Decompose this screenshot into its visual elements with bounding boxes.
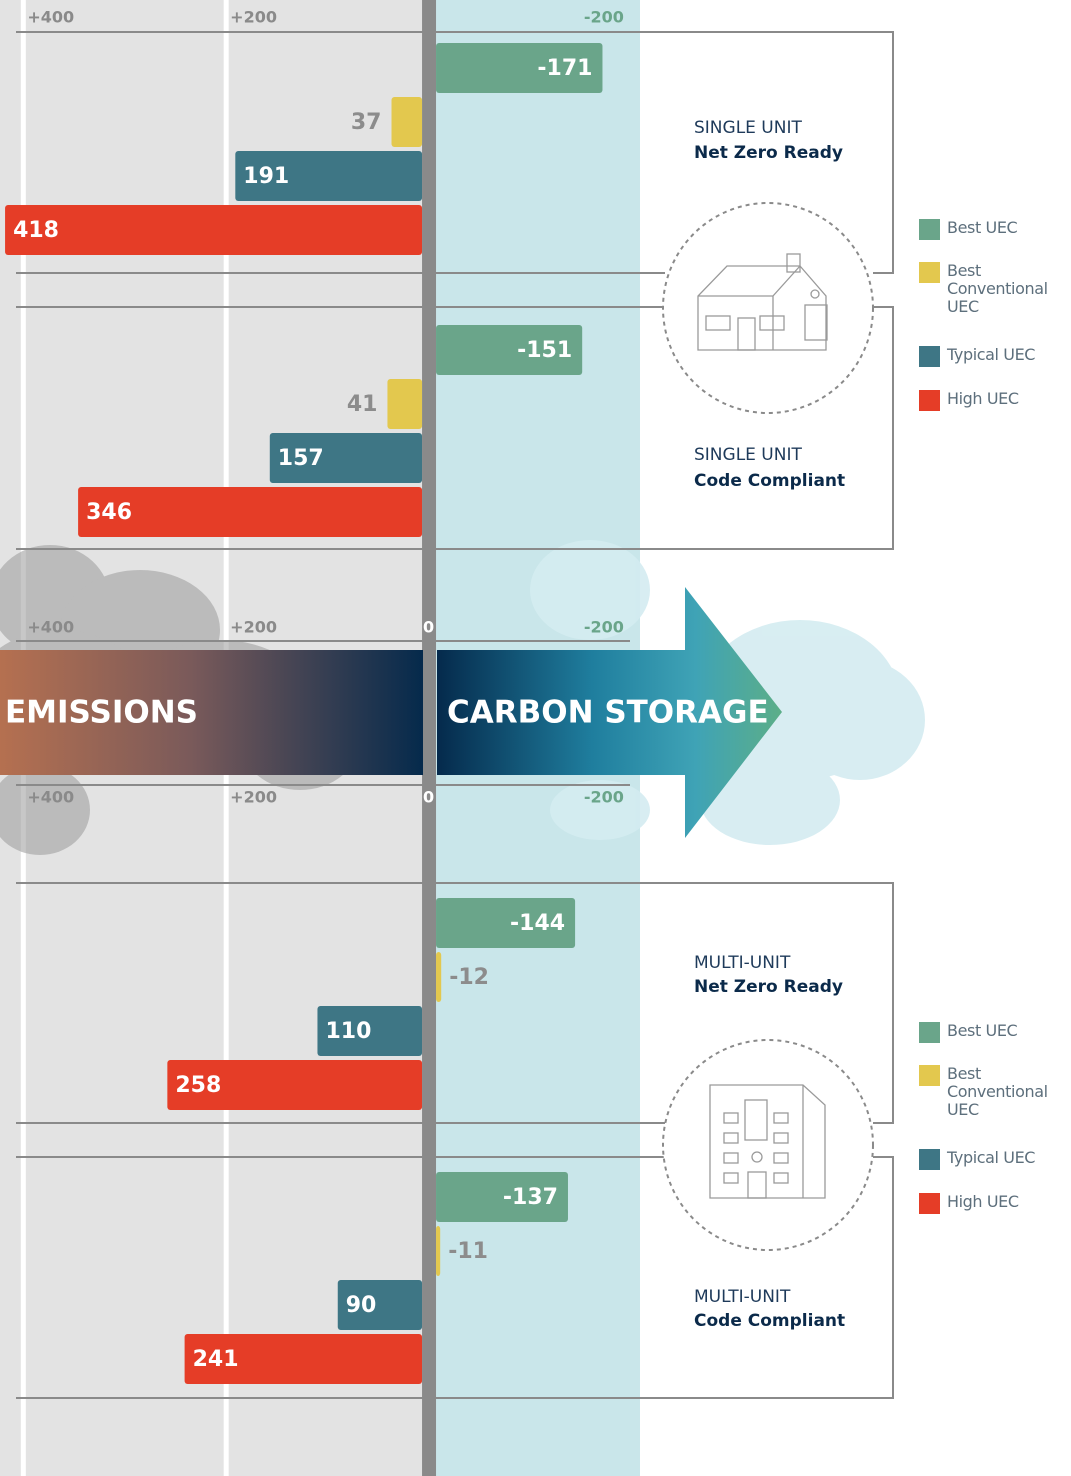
bar — [387, 379, 423, 429]
bars — [5, 43, 603, 1384]
legend-swatch — [919, 1065, 940, 1086]
legend-item: High UEC — [919, 389, 1055, 411]
value-label: -171 — [537, 56, 592, 81]
bar — [436, 898, 576, 948]
value-label: -137 — [503, 1185, 558, 1210]
bar — [184, 1334, 423, 1384]
banner: EMISSIONS CARBON STORAGE — [0, 587, 782, 838]
value-label: 241 — [193, 1347, 239, 1372]
storage-label: CARBON STORAGE — [447, 695, 769, 731]
bar — [391, 97, 423, 147]
value-label: 37 — [351, 110, 382, 135]
legend-item: Typical UEC — [919, 345, 1055, 367]
building-icon — [709, 1084, 826, 1199]
legend-swatch — [919, 390, 940, 411]
x-tick-label: +200 — [230, 618, 277, 637]
legend-label: Typical UEC — [947, 345, 1036, 364]
emissions-band — [0, 650, 423, 775]
legend-item: Best Conventional UEC — [919, 1065, 1055, 1119]
legend-label: Best Conventional UEC — [947, 261, 1048, 316]
bar — [436, 43, 603, 93]
emissions-label: EMISSIONS — [5, 695, 198, 731]
x-tick-label: -200 — [584, 788, 624, 807]
value-label: 258 — [175, 1073, 221, 1098]
x-tick-label: +400 — [27, 8, 74, 27]
x-tick-label: -200 — [584, 8, 624, 27]
legend-label: High UEC — [947, 389, 1019, 408]
legend-item: Best UEC — [919, 1021, 1055, 1043]
x-tick-label: +400 — [27, 788, 74, 807]
legend-item: Best UEC — [919, 218, 1055, 240]
frame — [16, 306, 894, 550]
legend-label: Typical UEC — [947, 1148, 1036, 1167]
frame — [16, 31, 894, 274]
bar — [78, 487, 423, 537]
legend-item: Best Conventional UEC — [919, 262, 1055, 316]
category-label: Net Zero Ready — [694, 977, 843, 997]
legend-swatch — [919, 1149, 940, 1170]
bar — [317, 1006, 423, 1056]
house-icon — [697, 253, 828, 351]
x-tick-label: 0 — [423, 618, 434, 637]
value-label: 41 — [347, 392, 378, 417]
value-label: -144 — [510, 911, 565, 936]
bar — [235, 151, 423, 201]
legend-swatch — [919, 1022, 940, 1043]
bar — [436, 1172, 568, 1222]
frame — [16, 882, 894, 1124]
category-label: Net Zero Ready — [694, 143, 843, 163]
legend-swatch — [919, 262, 940, 283]
frame — [16, 1156, 894, 1399]
legend-item: High UEC — [919, 1192, 1055, 1214]
legend-label: Best UEC — [947, 1021, 1018, 1040]
x-tick-label: +400 — [27, 618, 74, 637]
value-label: 418 — [13, 218, 59, 243]
value-label: 90 — [346, 1293, 377, 1318]
category-label: SINGLE UNIT — [694, 445, 802, 465]
legend-label: Best Conventional UEC — [947, 1064, 1048, 1119]
bar — [337, 1280, 423, 1330]
value-label: 191 — [243, 164, 289, 189]
bar — [5, 205, 423, 255]
frames — [16, 31, 894, 1399]
x-tick-label: -200 — [584, 618, 624, 637]
bar — [436, 325, 583, 375]
labels: +400 +200 -200 +400 +200 0 -200 +400 +200 0 -200 SI… — [13, 8, 845, 1373]
value-label: 346 — [86, 500, 132, 525]
legend-swatch — [919, 219, 940, 240]
legend-swatch — [919, 346, 940, 367]
bar — [269, 433, 423, 483]
x-tick-label: +200 — [230, 788, 277, 807]
category-label: MULTI-UNIT — [694, 953, 791, 973]
value-label: -12 — [449, 965, 489, 990]
x-tick-label: +200 — [230, 8, 277, 27]
legend-label: Best UEC — [947, 218, 1018, 237]
legend-item: Typical UEC — [919, 1148, 1055, 1170]
category-label: MULTI-UNIT — [694, 1287, 791, 1307]
bar — [167, 1060, 423, 1110]
legend-swatch — [919, 1193, 940, 1214]
category-label: Code Compliant — [694, 471, 845, 491]
category-label: Code Compliant — [694, 1311, 845, 1331]
zero-line — [422, 0, 437, 1476]
bar — [436, 1226, 441, 1276]
x-tick-label: 0 — [423, 788, 434, 807]
bar — [436, 952, 442, 1002]
axis-line — [16, 640, 630, 786]
category-label: SINGLE UNIT — [694, 118, 802, 138]
value-label: 157 — [278, 446, 324, 471]
value-label: -151 — [517, 338, 572, 363]
storage-arrow — [437, 587, 782, 838]
legend-label: High UEC — [947, 1192, 1019, 1211]
value-label: 110 — [325, 1019, 371, 1044]
value-label: -11 — [448, 1239, 488, 1264]
